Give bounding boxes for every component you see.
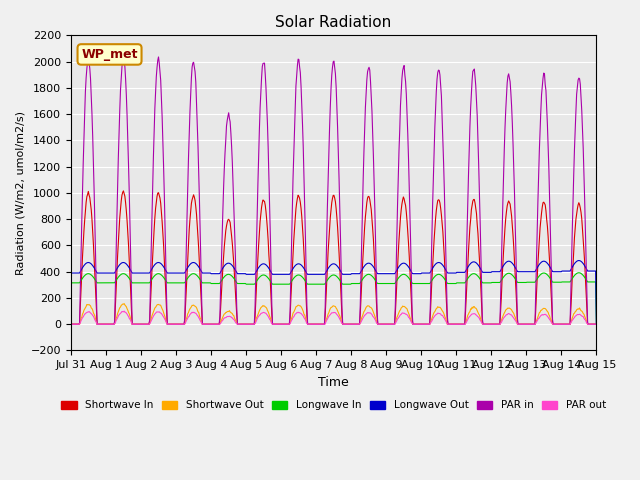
Shortwave In: [131, 321, 139, 327]
Shortwave In: [120, 188, 127, 194]
Shortwave Out: [398, 304, 406, 310]
Legend: Shortwave In, Shortwave Out, Longwave In, Longwave Out, PAR in, PAR out: Shortwave In, Shortwave Out, Longwave In…: [57, 396, 610, 415]
PAR in: [76, 285, 84, 291]
Line: PAR in: PAR in: [71, 57, 596, 324]
Longwave In: [184, 275, 191, 281]
PAR in: [155, 54, 163, 60]
Shortwave Out: [413, 321, 421, 327]
Line: PAR out: PAR out: [71, 311, 596, 324]
PAR out: [184, 314, 192, 320]
Longwave In: [575, 270, 582, 276]
PAR in: [212, 321, 220, 327]
Shortwave In: [398, 201, 406, 207]
Longwave In: [397, 272, 405, 278]
Shortwave Out: [67, 321, 75, 327]
Line: Longwave Out: Longwave Out: [71, 261, 596, 324]
Shortwave In: [593, 321, 600, 327]
Text: WP_met: WP_met: [81, 48, 138, 61]
Longwave In: [413, 281, 420, 287]
PAR out: [413, 321, 421, 327]
Longwave In: [212, 281, 220, 287]
Longwave In: [67, 280, 75, 286]
Line: Shortwave Out: Shortwave Out: [71, 303, 596, 324]
Shortwave Out: [131, 321, 139, 327]
Shortwave In: [184, 239, 192, 244]
PAR in: [413, 321, 421, 327]
PAR in: [398, 75, 406, 81]
Longwave Out: [593, 321, 600, 327]
PAR out: [593, 321, 600, 327]
Y-axis label: Radiation (W/m2, umol/m2/s): Radiation (W/m2, umol/m2/s): [15, 111, 25, 275]
PAR in: [184, 156, 192, 161]
Longwave In: [131, 280, 138, 286]
Longwave In: [593, 321, 600, 327]
Shortwave In: [413, 321, 421, 327]
PAR out: [76, 320, 84, 326]
Shortwave In: [67, 321, 75, 327]
PAR in: [67, 321, 75, 327]
Longwave Out: [397, 261, 405, 267]
Longwave Out: [575, 258, 582, 264]
PAR out: [120, 308, 128, 314]
Shortwave In: [212, 321, 220, 327]
PAR out: [212, 321, 220, 327]
Longwave Out: [131, 270, 138, 276]
Longwave In: [76, 279, 84, 285]
PAR out: [398, 311, 406, 316]
Shortwave Out: [212, 321, 220, 327]
Line: Shortwave In: Shortwave In: [71, 191, 596, 324]
Longwave Out: [76, 269, 84, 275]
Line: Longwave In: Longwave In: [71, 273, 596, 324]
Shortwave Out: [184, 310, 192, 315]
Title: Solar Radiation: Solar Radiation: [275, 15, 392, 30]
PAR out: [67, 321, 75, 327]
PAR out: [131, 321, 139, 327]
Shortwave In: [76, 304, 84, 310]
Shortwave Out: [593, 321, 600, 327]
Shortwave Out: [120, 300, 128, 306]
X-axis label: Time: Time: [318, 376, 349, 389]
PAR in: [131, 321, 138, 327]
Longwave Out: [67, 270, 75, 276]
Longwave Out: [413, 271, 420, 276]
Longwave Out: [184, 264, 191, 270]
Longwave Out: [212, 271, 220, 276]
Shortwave Out: [76, 319, 84, 325]
PAR in: [593, 321, 600, 327]
